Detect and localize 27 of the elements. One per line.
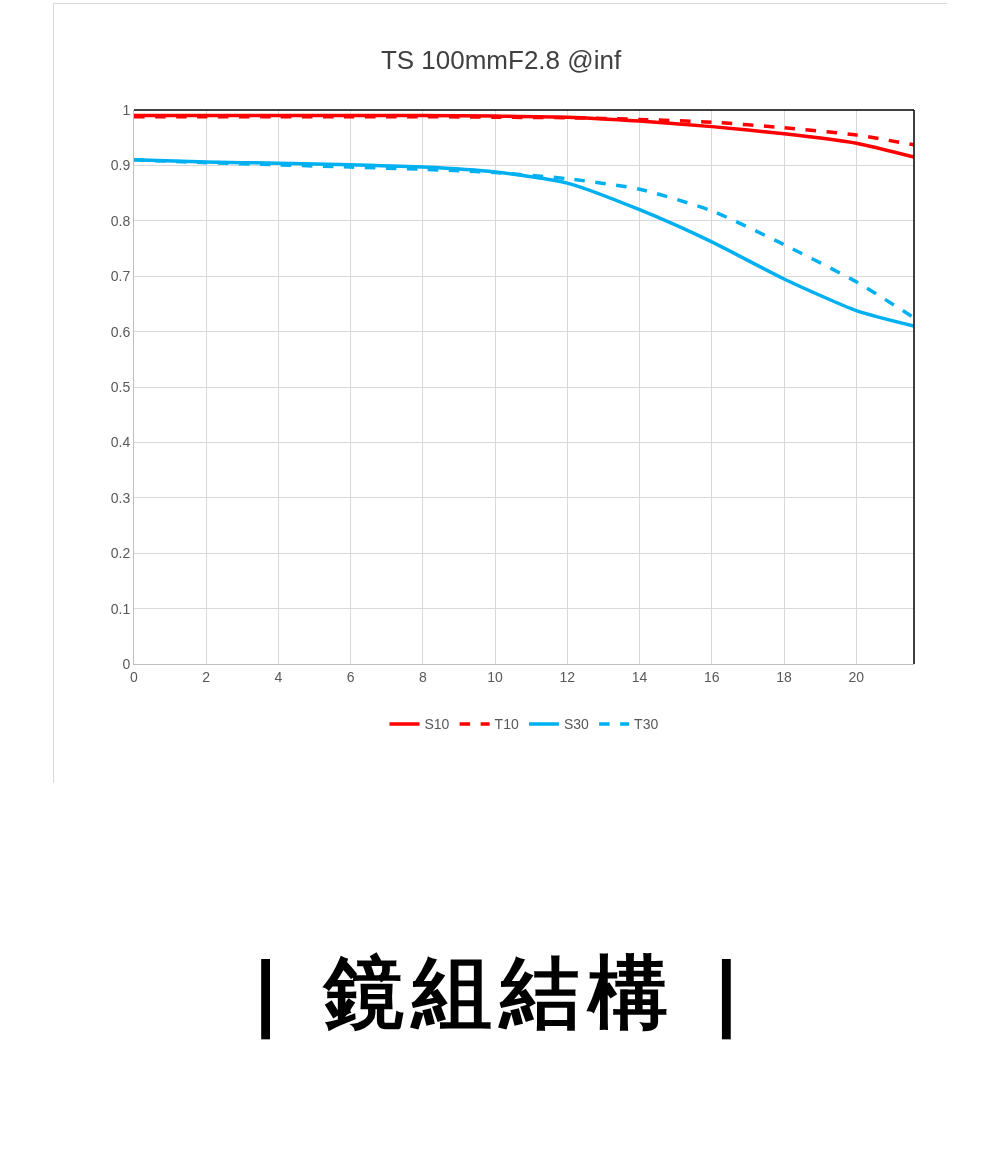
x-tick-label: 2: [202, 668, 211, 685]
y-tick-label: 0.9: [110, 157, 131, 174]
y-tick-label: 1: [122, 101, 131, 118]
legend-label: S30: [563, 716, 590, 733]
y-tick-label: 0: [122, 655, 131, 672]
text: | 鏡組結構 |: [249, 945, 751, 1042]
y-tick-label: 0.4: [110, 434, 131, 451]
x-tick-label: 12: [559, 668, 576, 685]
legend-label: T30: [634, 716, 659, 733]
x-tick-label: 8: [418, 668, 427, 685]
y-tick-label: 0.6: [110, 323, 131, 340]
legend-label: T10: [494, 716, 519, 733]
x-tick-label: 4: [274, 668, 283, 685]
x-tick-label: 6: [346, 668, 355, 685]
x-tick-label: 16: [703, 668, 720, 685]
y-tick-label: 0.1: [110, 600, 131, 617]
chart-title: TS 100mmF2.8 @inf: [380, 45, 622, 75]
y-tick-label: 0.5: [110, 378, 131, 395]
y-tick-label: 0.2: [110, 545, 131, 562]
x-tick-label: 18: [776, 668, 792, 685]
y-tick-label: 0.3: [110, 489, 131, 506]
x-tick-label: 10: [487, 668, 504, 685]
legend-label: S10: [424, 716, 450, 733]
y-tick-label: 0.7: [110, 268, 131, 285]
x-tick-label: 14: [631, 668, 648, 685]
x-tick-label: 20: [848, 668, 865, 685]
y-tick-label: 0.8: [110, 212, 131, 229]
